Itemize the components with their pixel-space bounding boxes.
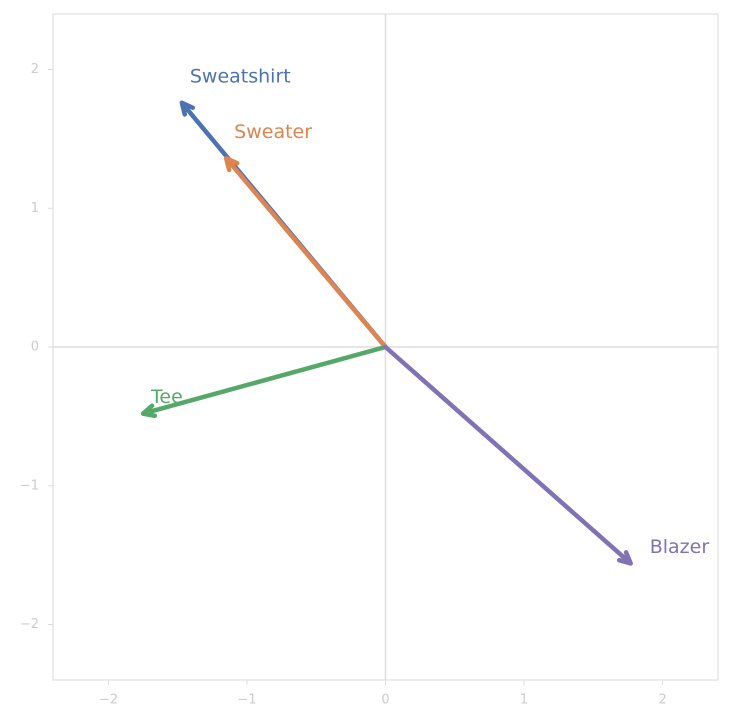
y-tick-label: 1 [31,201,39,216]
y-tick-label: 2 [31,62,39,77]
arrow-label: Tee [150,386,183,408]
arrow-label: Sweatshirt [190,65,291,87]
x-tick-label: 1 [520,693,528,708]
y-tick-label: −2 [20,617,39,632]
x-tick-label: −2 [99,693,118,708]
arrow [383,344,633,566]
arrow [140,344,388,419]
arrow [223,156,388,350]
arrow-label: Sweater [234,121,312,143]
x-tick-label: −1 [237,693,256,708]
x-tick-label: 0 [381,693,389,708]
y-tick-label: 0 [31,340,39,355]
x-tick-label: 2 [658,693,666,708]
arrow-label: Blazer [650,536,710,558]
y-tick-label: −1 [20,478,39,493]
